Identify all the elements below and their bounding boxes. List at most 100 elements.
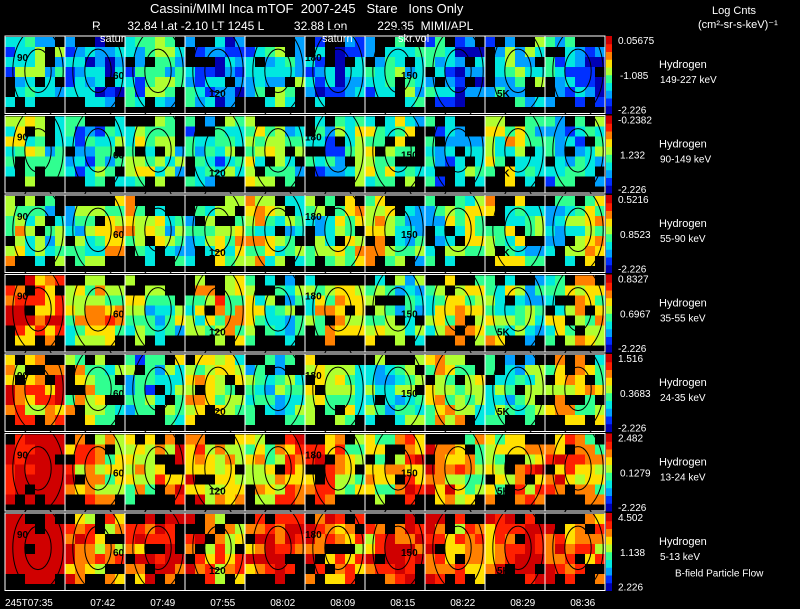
pixel-cell: [65, 77, 75, 87]
pixel-cell: [225, 554, 235, 564]
pixel-cell: [315, 216, 325, 226]
pixel-cell: [365, 136, 375, 147]
pixel-cell: [465, 325, 475, 336]
pixel-cell: [205, 146, 215, 157]
pixel-cell: [295, 295, 305, 306]
pixel-cell: [185, 444, 195, 455]
contour-line: [264, 48, 292, 94]
pixel-cell: [205, 226, 215, 236]
pixel-cell: [5, 37, 15, 47]
pixel-cell: [555, 544, 565, 554]
pixel-cell: [115, 574, 125, 584]
colorbar-min-label: -2.226: [618, 424, 647, 435]
pixel-cell: [285, 325, 295, 336]
pixel-cell: [315, 166, 325, 177]
pixel-cell: [595, 126, 605, 137]
pixel-cell: [15, 454, 25, 465]
pixel-cell: [85, 325, 95, 336]
pixel-cell: [145, 454, 155, 465]
pixel-cell: [535, 444, 545, 455]
pixel-cell: [285, 524, 295, 534]
pixel-cell: [345, 67, 355, 77]
pixel-cell: [585, 494, 595, 505]
pixel-cell: [315, 206, 325, 216]
pixel-cell: [585, 514, 595, 524]
contour-line: [84, 207, 112, 253]
pixel-cell: [275, 554, 285, 564]
pixel-cell: [75, 166, 85, 177]
pixel-cell: [355, 444, 365, 455]
pixel-cell: [285, 87, 295, 97]
pixel-cell: [395, 37, 405, 47]
pixel-cell: [265, 325, 275, 336]
pixel-cell: [225, 47, 235, 57]
pixel-cell: [355, 305, 365, 316]
pixel-cell: [315, 375, 325, 385]
pixel-cell: [45, 275, 55, 286]
pixel-cell: [95, 295, 105, 306]
pixel-cell: [365, 216, 375, 226]
pixel-cell: [5, 355, 15, 365]
pixel-cell: [335, 256, 345, 266]
pixel-cell: [555, 166, 565, 177]
pixel-cell: [485, 325, 495, 336]
pixel-cell: [75, 375, 85, 385]
pixel-cell: [65, 47, 75, 57]
pixel-cell: [345, 236, 355, 246]
pixel-cell: [325, 444, 335, 455]
energy-panel: 90601201801505K2.4820.1279-2.226Hydrogen…: [4, 425, 707, 514]
pixel-cell: [165, 305, 175, 316]
pixel-cell: [125, 126, 135, 137]
pixel-cell: [35, 116, 45, 127]
pixel-cell: [355, 216, 365, 226]
pixel-cell: [225, 236, 235, 246]
pixel-cell: [95, 126, 105, 137]
pixel-cell: [525, 564, 535, 574]
pixel-cell: [445, 464, 455, 475]
energy-range-label: 35-55 keV: [660, 314, 706, 325]
pixel-cell: [445, 385, 455, 395]
pixel-cell: [35, 574, 45, 584]
pixel-cell: [305, 524, 315, 534]
pixel-cell: [75, 335, 85, 346]
pixel-cell: [195, 315, 205, 326]
contour-label: 150: [401, 230, 418, 241]
pixel-cell: [155, 156, 165, 167]
pixel-cell: [105, 305, 115, 316]
pixel-cell: [565, 176, 575, 187]
pixel-cell: [75, 77, 85, 87]
pixel-cell: [45, 315, 55, 326]
pixel-cell: [185, 415, 195, 425]
pixel-cell: [155, 464, 165, 475]
pixel-cell: [265, 454, 275, 465]
pixel-cell: [535, 216, 545, 226]
pixel-cell: [5, 454, 15, 465]
pixel-cell: [285, 246, 295, 256]
pixel-cell: [365, 385, 375, 395]
colorbar-segment: [606, 328, 612, 337]
pixel-cell: [235, 47, 245, 57]
pixel-cell: [175, 256, 185, 266]
pixel-cell: [505, 226, 515, 236]
pixel-cell: [455, 335, 465, 346]
pixel-cell: [455, 216, 465, 226]
pixel-cell: [455, 395, 465, 405]
contour-label: 120: [209, 407, 226, 418]
pixel-cell: [55, 375, 65, 385]
pixel-cell: [235, 554, 245, 564]
pixel-cell: [85, 87, 95, 97]
pixel-cell: [485, 37, 495, 47]
pixel-cell: [95, 305, 105, 316]
pixel-cell: [295, 395, 305, 405]
pixel-cell: [395, 375, 405, 385]
pixel-cell: [405, 206, 415, 216]
pixel-cell: [75, 67, 85, 77]
pixel-cell: [555, 375, 565, 385]
pixel-cell: [575, 365, 585, 375]
pixel-cell: [545, 126, 555, 137]
pixel-cell: [185, 77, 195, 87]
pixel-cell: [25, 176, 35, 187]
pixel-cell: [505, 514, 515, 524]
pixel-cell: [205, 494, 215, 505]
pixel-cell: [95, 275, 105, 286]
